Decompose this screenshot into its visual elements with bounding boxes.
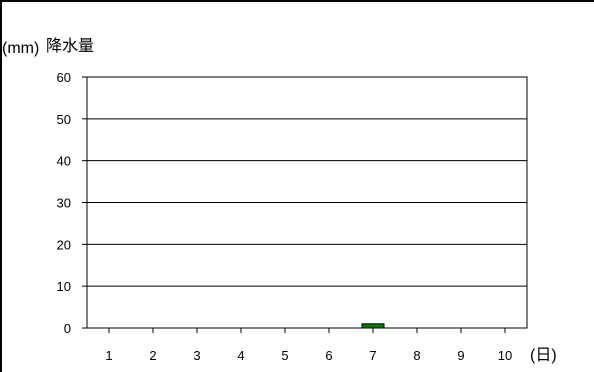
x-tick-label: 3: [193, 348, 200, 363]
y-tick-label: 0: [64, 321, 71, 336]
x-tick-label: 1: [105, 348, 112, 363]
x-tick-label: 9: [457, 348, 464, 363]
grid-lines: [87, 118, 527, 287]
y-tick-label: 60: [57, 70, 71, 85]
bars: [361, 323, 385, 329]
y-axis-unit: (mm): [2, 40, 39, 57]
x-tick-labels: 1 2 3 4 5 6 7 8 9 10: [105, 328, 512, 363]
y-tick-labels: 0 10 20 30 40 50 60: [57, 70, 87, 336]
y-axis-title: 降水量: [46, 37, 94, 55]
x-axis-title: (日): [530, 347, 557, 364]
x-tick-label: 2: [149, 348, 156, 363]
x-tick-label: 5: [281, 348, 288, 363]
y-tick-label: 50: [57, 112, 71, 127]
x-tick-label: 8: [413, 348, 420, 363]
bar-day-7: [361, 323, 385, 329]
x-tick-label: 6: [325, 348, 332, 363]
y-tick-label: 20: [57, 237, 71, 252]
x-tick-label: 10: [498, 348, 512, 363]
y-tick-label: 30: [57, 196, 71, 211]
y-tick-label: 10: [57, 279, 71, 294]
x-tick-label: 7: [369, 348, 376, 363]
y-tick-label: 40: [57, 154, 71, 169]
x-tick-label: 4: [237, 348, 244, 363]
